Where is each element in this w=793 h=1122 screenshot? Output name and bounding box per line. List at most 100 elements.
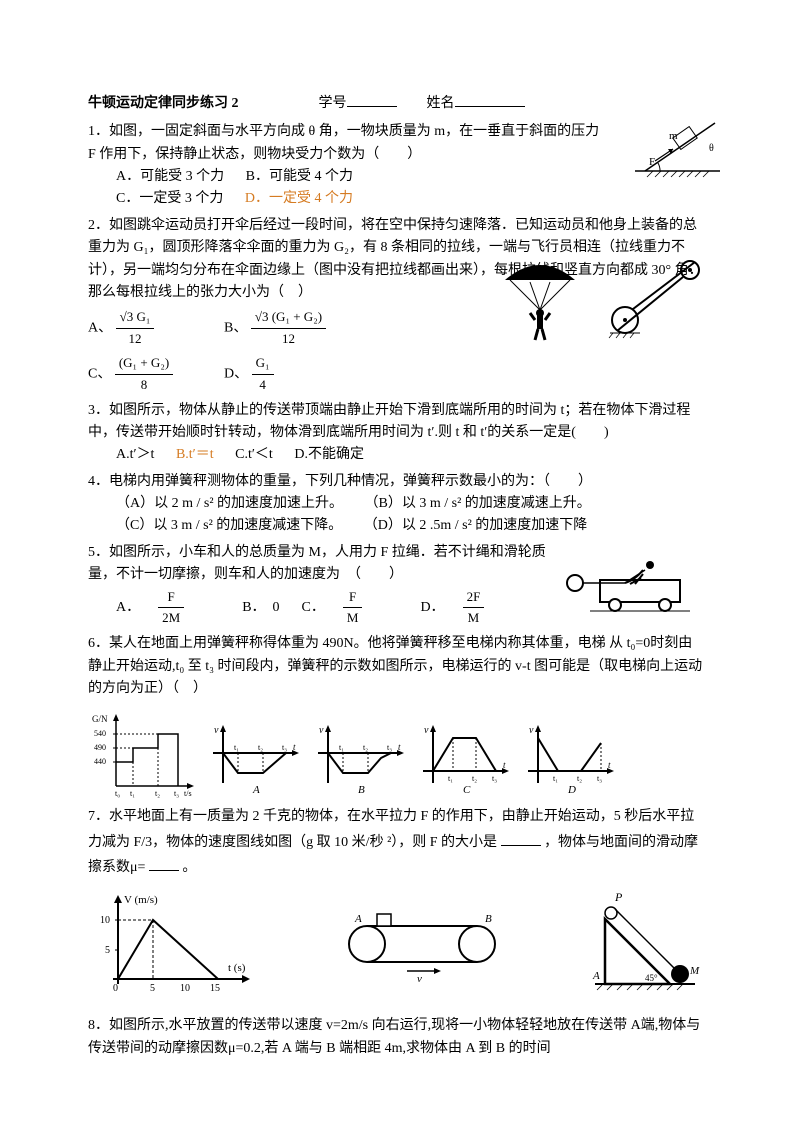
q1-optC: C．一定受 3 个力 — [116, 188, 223, 210]
header-row: 牛顿运动定律同步练习 2 学号 姓名 — [88, 90, 705, 115]
q6-optC-chart-icon: v t₁ t₂ t₃ t C — [418, 723, 513, 798]
title: 牛顿运动定律同步练习 2 — [88, 93, 239, 115]
label-name: 姓名 — [427, 93, 455, 115]
question-1: 1．如图，一固定斜面与水平方向成 θ 角，一物块质量为 m，在一垂直于斜面的压力… — [88, 121, 705, 211]
svg-text:t₁: t₁ — [130, 789, 135, 798]
q2-optC-frac: (G₁ + G₂)8 — [115, 353, 173, 396]
q4-optD: （D）以 2 .5m / s² 的加速度加速下降 — [364, 515, 588, 537]
svg-text:t₃: t₃ — [387, 743, 392, 752]
q6-g-t-chart-icon: G/N 540 490 440 t₀ t₁ t₂ t₃ t/s — [88, 708, 198, 798]
q7-figures: V (m/s) t (s) 10 5 0 5 10 15 A B v — [88, 889, 705, 999]
svg-text:θ: θ — [709, 143, 714, 154]
q4-optC: （C）以 3 m / s² 的加速度减速下降。 — [116, 515, 342, 537]
q3-optB: B.t′＝t — [176, 444, 214, 466]
q7-blank-mu[interactable] — [149, 854, 179, 871]
q5-optC-pre: C． — [302, 597, 325, 619]
svg-text:A: A — [354, 913, 362, 925]
q2-optA-frac: √3 G₁12 — [116, 307, 155, 350]
question-3: 3．如图所示，物体从静止的传送带顶端由静止开始下滑到底端所用的时间为 t；若在物… — [88, 400, 705, 467]
q7-incline-icon: P A M 45° — [585, 889, 705, 999]
q6-optA-chart-icon: v t₁t₂t₃ t A — [208, 723, 303, 798]
q4-optA: （A）以 2 m / s² 的加速度加速上升。 — [116, 493, 343, 515]
q7-blank-F[interactable] — [501, 829, 541, 846]
q4-text: 4．电梯内用弹簧秤测物体的重量，下列几种情况，弹簧秤示数最小的为：（ ） — [88, 471, 705, 493]
svg-text:t₁: t₁ — [234, 743, 239, 752]
label-id: 学号 — [319, 93, 347, 115]
svg-text:t₂: t₂ — [155, 789, 160, 798]
svg-text:A: A — [252, 784, 260, 796]
q1-options: A．可能受 3 个力 B．可能受 4 个力 C．一定受 3 个力 D．一定受 4… — [88, 166, 705, 211]
id-blank[interactable] — [347, 90, 397, 107]
svg-text:10: 10 — [100, 915, 110, 926]
q1-optA: A．可能受 3 个力 — [116, 166, 224, 188]
q1-figure-incline-icon: m F θ — [625, 111, 725, 181]
svg-text:t₂: t₂ — [472, 774, 477, 783]
q7-belt-icon: A B v — [337, 904, 507, 984]
svg-text:t: t — [608, 760, 611, 770]
svg-text:P: P — [614, 890, 623, 904]
q7-text3: 。 — [182, 860, 196, 875]
question-6: 6．某人在地面上用弹簧秤称得体重为 490N。他将弹簧秤移至电梯内称其体重，电梯… — [88, 633, 705, 798]
svg-text:0: 0 — [113, 983, 118, 994]
svg-text:t/s: t/s — [184, 789, 192, 798]
svg-text:t₁: t₁ — [339, 743, 344, 752]
question-2: 2．如图跳伞运动员打开伞后经过一段时间，将在空中保持匀速降落．已知运动员和他身上… — [88, 215, 705, 396]
q1-optB: B．可能受 4 个力 — [246, 166, 353, 188]
svg-text:t: t — [503, 760, 506, 770]
svg-text:C: C — [463, 784, 471, 796]
svg-text:B: B — [485, 913, 492, 925]
q2-optA-pre: A、 — [88, 321, 112, 336]
svg-text:t (s): t (s) — [228, 962, 246, 974]
svg-text:t₁: t₁ — [553, 774, 558, 783]
q2-optD-pre: D、 — [224, 366, 248, 381]
svg-text:5: 5 — [150, 983, 155, 994]
q7-vt-chart-icon: V (m/s) t (s) 10 5 0 5 10 15 — [88, 889, 258, 999]
svg-text:m: m — [669, 130, 678, 142]
q5-optA-pre: A． — [116, 597, 140, 619]
svg-text:t₀: t₀ — [115, 789, 120, 798]
q3-optA: A.t′＞t — [116, 444, 154, 466]
q6-figures: G/N 540 490 440 t₀ t₁ t₂ t₃ t/s v t₁ t₂ t₃… — [88, 708, 705, 798]
svg-text:t₃: t₃ — [174, 789, 179, 798]
svg-text:G/N: G/N — [92, 714, 108, 724]
svg-text:t₂: t₂ — [577, 774, 582, 783]
svg-text:10: 10 — [180, 983, 190, 994]
q3-options: A.t′＞t B.t′＝t C.t′＜t D.不能确定 — [88, 444, 705, 466]
svg-text:F: F — [649, 156, 655, 168]
svg-text:45°: 45° — [645, 973, 658, 983]
q2-optC-pre: C、 — [88, 366, 111, 381]
svg-text:B: B — [358, 784, 365, 796]
svg-text:t₂: t₂ — [258, 743, 263, 752]
svg-text:t₁: t₁ — [448, 774, 453, 783]
svg-text:t₃: t₃ — [597, 774, 602, 783]
svg-text:M: M — [689, 965, 700, 977]
svg-text:490: 490 — [94, 743, 106, 752]
svg-text:t₃: t₃ — [492, 774, 497, 783]
name-blank[interactable] — [455, 90, 525, 107]
q2-options-row2: C、 (G₁ + G₂)8 D、 G₁4 — [88, 353, 705, 396]
svg-text:540: 540 — [94, 729, 106, 738]
svg-text:v: v — [529, 725, 534, 736]
q2-figure-parachute-icon — [495, 245, 705, 345]
svg-text:t: t — [293, 742, 296, 752]
svg-text:v: v — [417, 973, 422, 984]
q8-text: 8．如图所示,水平放置的传送带以速度 v=2m/s 向右运行,现将一小物体轻轻地… — [88, 1015, 705, 1060]
q4-options: （A）以 2 m / s² 的加速度加速上升。 （B）以 3 m / s² 的加… — [88, 493, 705, 538]
question-4: 4．电梯内用弹簧秤测物体的重量，下列几种情况，弹簧秤示数最小的为：（ ） （A）… — [88, 471, 705, 538]
q4-optB: （B）以 3 m / s² 的加速度减速上升。 — [365, 493, 591, 515]
question-5: 5．如图所示，小车和人的总质量为 M，人用力 F 拉绳．若不计绳和滑轮质量，不计… — [88, 542, 705, 629]
svg-text:t: t — [398, 742, 401, 752]
q2-optD-frac: G₁4 — [252, 353, 274, 396]
svg-text:v: v — [424, 725, 429, 736]
q1-optD: D．一定受 4 个力 — [245, 188, 353, 210]
q3-optD: D.不能确定 — [294, 444, 364, 466]
q6-optD-chart-icon: v t₁ t₂ t₃ t D — [523, 723, 618, 798]
q5-optA-frac: F2M — [158, 587, 202, 630]
svg-text:D: D — [567, 784, 576, 796]
q2-optB-frac: √3 (G₁ + G₂)12 — [251, 307, 326, 350]
q6-text: 6．某人在地面上用弹簧秤称得体重为 490N。他将弹簧秤移至电梯内称其体重，电梯… — [88, 633, 705, 700]
svg-text:t₃: t₃ — [282, 743, 287, 752]
q5-figure-cart-icon — [565, 560, 695, 615]
q3-text: 3．如图所示，物体从静止的传送带顶端由静止开始下滑到底端所用的时间为 t；若在物… — [88, 400, 705, 445]
q5-optD-pre: D． — [420, 597, 444, 619]
